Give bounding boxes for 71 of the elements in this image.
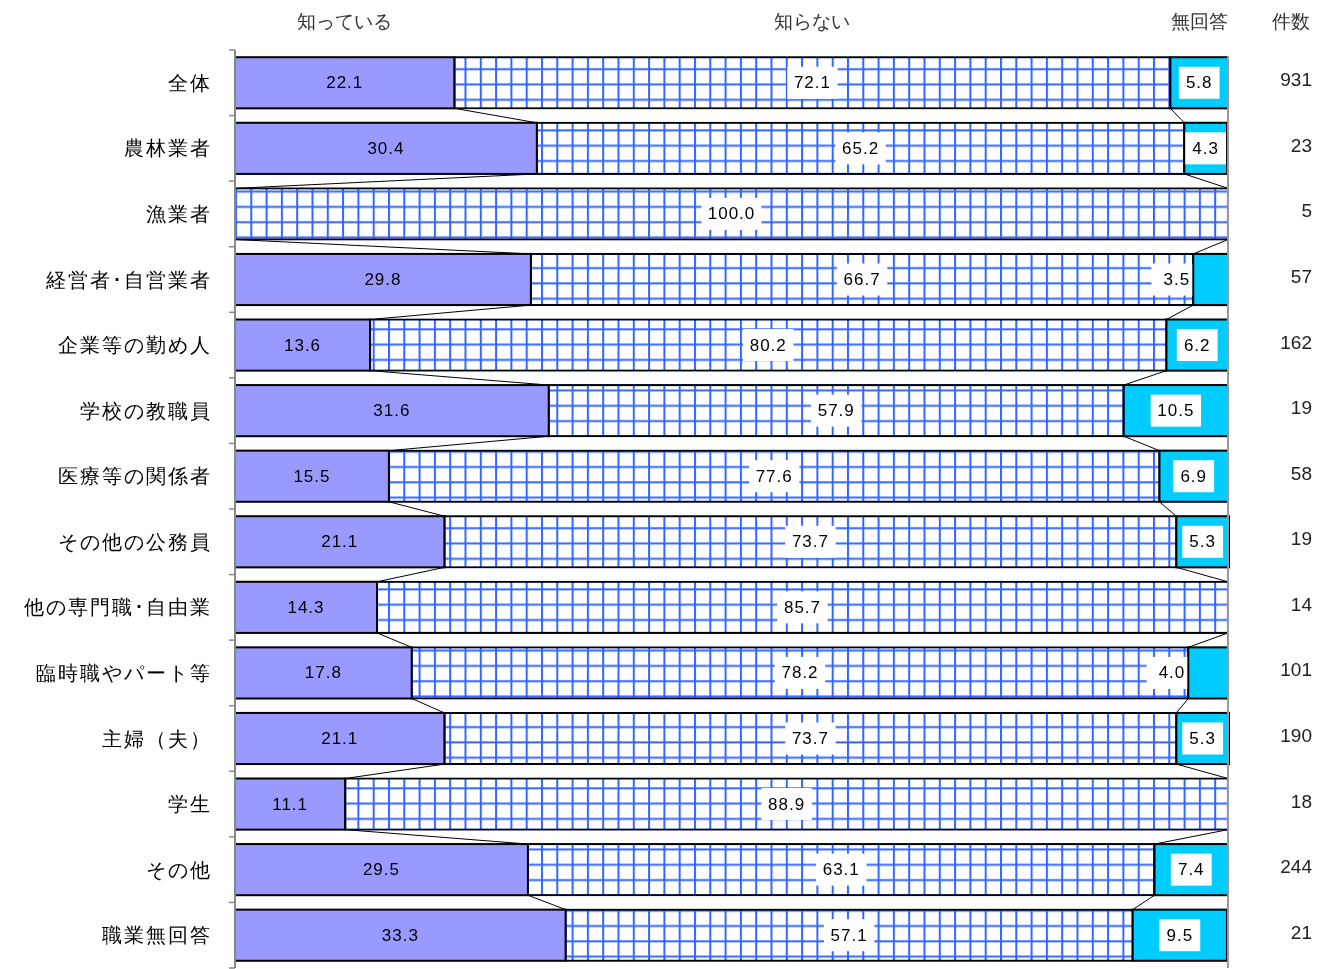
data-label: 77.6 [755, 466, 793, 486]
y2-tick-label: 190 [1280, 725, 1312, 746]
y2-tick-label: 58 [1290, 462, 1312, 484]
data-label: 6.2 [1183, 335, 1211, 355]
y2-tick-label: 23 [1290, 134, 1312, 156]
data-label: 73.7 [791, 532, 829, 552]
series-label: 無回答 [1170, 10, 1228, 32]
data-label: 66.7 [843, 270, 881, 289]
data-label: 4.3 [1192, 138, 1219, 158]
data-label: 4.0 [1158, 663, 1186, 683]
data-label: 30.4 [367, 138, 405, 158]
data-label: 5.3 [1189, 729, 1216, 748]
data-label: 100.0 [707, 204, 756, 224]
data-label: 57.9 [817, 401, 855, 421]
data-label: 15.5 [293, 466, 331, 486]
y-tick-label: 学生 [168, 793, 212, 816]
y-tick-label: 他の専門職･自由業 [24, 596, 212, 619]
y2-tick-label: 18 [1290, 790, 1312, 812]
y2-tick-label: 19 [1290, 528, 1312, 550]
data-label: 78.2 [781, 663, 819, 683]
data-label: 6.9 [1180, 466, 1208, 486]
data-label: 33.3 [381, 925, 419, 945]
y2-tick-label: 21 [1290, 921, 1312, 943]
series-label: 知っている [297, 10, 393, 32]
data-label: 17.8 [304, 663, 342, 683]
series-label: 知らない [774, 10, 851, 32]
y-tick-label: 学校の教職員 [80, 399, 212, 422]
data-label: 65.2 [842, 138, 880, 158]
data-label: 85.7 [783, 597, 822, 617]
data-label: 7.4 [1177, 860, 1205, 880]
y-tick-label: 農林業者 [124, 137, 212, 160]
data-label: 31.6 [373, 401, 411, 421]
data-label: 14.3 [287, 597, 325, 617]
data-label: 21.1 [321, 532, 359, 552]
data-label: 29.8 [364, 270, 402, 289]
data-label: 57.1 [830, 925, 868, 945]
y2-tick-label: 101 [1280, 659, 1312, 681]
y2-tick-label: 931 [1280, 69, 1312, 91]
y-tick-label: 全体 [168, 71, 212, 94]
y2-tick-label: 19 [1290, 397, 1312, 419]
y2-tick-label: 244 [1280, 856, 1313, 878]
y-tick-label: 経営者･自営業者 [45, 268, 212, 291]
y2-tick-label: 5 [1301, 200, 1312, 222]
y2-axis-title: 件数 [1272, 10, 1310, 32]
y2-tick-label: 14 [1290, 593, 1313, 615]
data-label: 5.3 [1189, 532, 1216, 552]
data-label: 11.1 [272, 794, 309, 814]
data-label: 72.1 [793, 73, 831, 93]
y-tick-label: 漁業者 [146, 202, 212, 225]
y2-tick-label: 162 [1280, 331, 1312, 353]
y-tick-label: その他 [146, 858, 212, 881]
data-label: 5.8 [1185, 73, 1213, 93]
data-label: 80.2 [749, 335, 787, 355]
y-tick-label: その他の公務員 [58, 530, 212, 553]
data-label: 22.1 [326, 73, 364, 93]
y-tick-label: 職業無回答 [102, 924, 212, 947]
y-tick-label: 臨時職やパート等 [36, 661, 212, 684]
data-label: 13.6 [283, 335, 322, 355]
data-label: 63.1 [822, 860, 860, 880]
y2-tick-label: 57 [1290, 266, 1312, 287]
data-label: 29.5 [362, 860, 401, 880]
data-label: 3.5 [1163, 270, 1191, 289]
y-tick-label: 医療等の関係者 [58, 465, 212, 488]
y-tick-label: 企業等の勤め人 [58, 334, 212, 357]
data-label: 9.5 [1166, 925, 1194, 945]
data-label: 10.5 [1157, 401, 1195, 421]
bar [234, 187, 1229, 241]
data-label: 88.9 [768, 794, 806, 814]
data-label: 21.1 [321, 729, 359, 748]
y-tick-label: 主婦（夫） [102, 727, 212, 750]
data-label: 73.7 [791, 729, 829, 748]
